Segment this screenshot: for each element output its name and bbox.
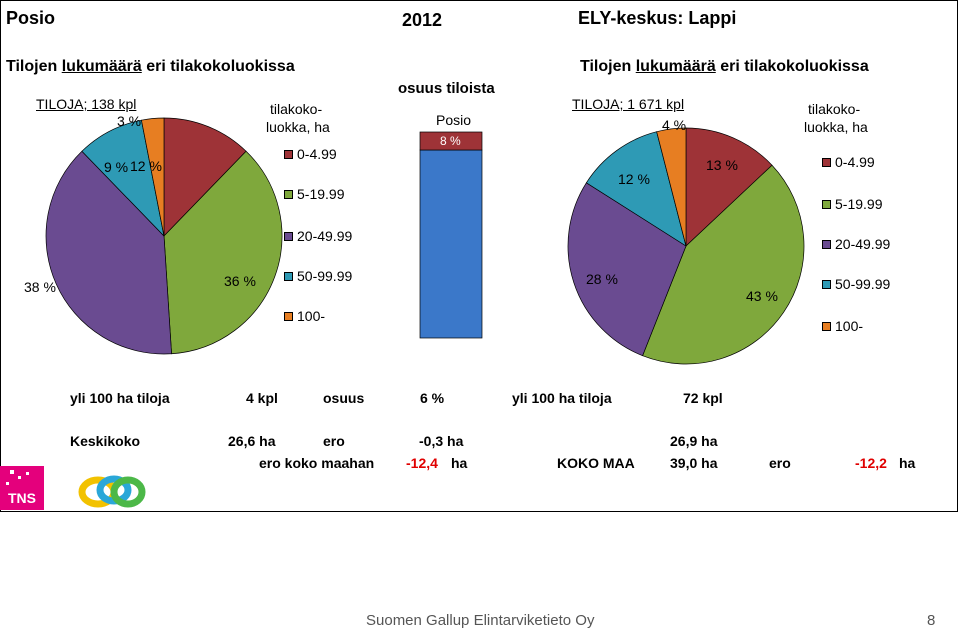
tns-logo: TNS <box>0 466 44 510</box>
left-pie-label-50-99.99: 9 % <box>104 159 128 175</box>
right-legend-swatch <box>822 279 831 289</box>
right-legend-title: tilakoko-luokka, ha <box>804 101 868 135</box>
left-pie-label-5-19.99: 36 % <box>224 273 256 289</box>
ero-koko-maahan-label: ero koko maahan <box>259 455 375 471</box>
osuus-value: 6 % <box>420 390 445 406</box>
koko-maa-label: KOKO MAA <box>557 455 635 471</box>
middle-bar-chart: 8 % <box>419 131 483 339</box>
left-chart-subtitle: TILOJA; 138 kpl <box>36 96 137 112</box>
left-legend-item-20-49.99: 20-49.99 <box>284 228 352 244</box>
right-legend-label: 0-4.99 <box>835 154 875 170</box>
right-chart-title: Tilojen lukumäärä eri tilakokoluokissa <box>580 58 869 75</box>
yli-100-right-label: yli 100 ha tiloja <box>512 390 612 406</box>
left-pie-chart: 12 % 36 % 38 % 9 % 3 % <box>24 113 283 355</box>
ero2-unit: ha <box>899 455 916 471</box>
right-chart-subtitle: TILOJA; 1 671 kpl <box>572 96 685 112</box>
keskikoko-value: 26,6 ha <box>228 433 276 449</box>
right-pie-label-20-49.99: 28 % <box>586 271 618 287</box>
osuus-label: osuus <box>323 390 365 406</box>
left-pie-label-20-49.99: 38 % <box>24 279 56 295</box>
bar-label: 8 % <box>440 134 461 148</box>
yli-100-value: 4 kpl <box>246 390 278 406</box>
left-legend-item-50-99.99: 50-99.99 <box>284 268 352 284</box>
yli-100-right-value: 72 kpl <box>683 390 723 406</box>
left-legend-label: 20-49.99 <box>297 228 353 244</box>
right-legend-item-20-49.99: 20-49.99 <box>822 236 890 252</box>
right-legend-swatch <box>822 157 831 167</box>
footer-page-number: 8 <box>927 612 936 629</box>
header-region: ELY-keskus: Lappi <box>578 8 737 28</box>
ero2-label: ero <box>769 455 791 471</box>
right-legend-label: 50-99.99 <box>835 276 891 292</box>
left-legend-swatch <box>284 231 293 241</box>
ero2-value: -12,2 <box>855 455 887 471</box>
bar-posio-share <box>419 131 483 151</box>
right-legend-swatch <box>822 321 831 331</box>
header-left: Posio <box>6 8 56 28</box>
left-pie-label-0-4.99: 12 % <box>130 158 162 174</box>
ero-koko-maahan-value: -12,4 <box>406 455 438 471</box>
left-legend-item-5-19.99: 5-19.99 <box>284 186 344 202</box>
right-pie-slice-5-19.99 <box>642 164 805 365</box>
right-pie-label-0-4.99: 13 % <box>706 157 738 173</box>
right-legend-item-5-19.99: 5-19.99 <box>822 196 882 212</box>
bar-remainder <box>419 149 483 339</box>
left-pie-slice-5-19.99 <box>163 150 283 355</box>
slide-frame <box>0 0 958 512</box>
middle-title: osuus tiloista <box>398 80 495 97</box>
left-legend-item-100-: 100- <box>284 308 325 324</box>
right-legend-label: 20-49.99 <box>835 236 891 252</box>
header-year: 2012 <box>402 10 443 30</box>
keskikoko-label: Keskikoko <box>70 433 141 449</box>
right-legend-item-100-: 100- <box>822 318 863 334</box>
right-pie-label-5-19.99: 43 % <box>746 288 778 304</box>
left-pie-label-100-: 3 % <box>117 113 141 129</box>
left-legend-label: 5-19.99 <box>297 186 345 202</box>
left-legend-label: 0-4.99 <box>297 146 337 162</box>
ero-value: -0,3 ha <box>419 433 464 449</box>
right-legend-item-0-4.99: 0-4.99 <box>822 154 875 170</box>
left-legend-item-0-4.99: 0-4.99 <box>284 146 337 162</box>
middle-sublabel: Posio <box>436 112 472 128</box>
right-pie-slice-50-99.99 <box>585 131 687 247</box>
left-pie-slice-20-49.99 <box>45 150 172 355</box>
footer-company: Suomen Gallup Elintarviketieto Oy <box>366 612 595 629</box>
ero-label: ero <box>323 433 345 449</box>
right-pie-slice-0-4.99 <box>685 127 773 247</box>
left-pie-slice-0-4.99 <box>163 117 247 237</box>
right-keskikoko-value: 26,9 ha <box>670 433 718 449</box>
right-legend-swatch <box>822 199 831 209</box>
right-pie-label-50-99.99: 12 % <box>618 171 650 187</box>
ero-koko-maahan-unit: ha <box>451 455 468 471</box>
left-legend-swatch <box>284 189 293 199</box>
right-legend-swatch <box>822 239 831 249</box>
right-pie-chart: 13 % 43 % 28 % 12 % 4 % <box>567 117 805 365</box>
left-legend-swatch <box>284 271 293 281</box>
koko-maa-value: 39,0 ha <box>670 455 718 471</box>
right-pie-slice-20-49.99 <box>567 182 687 357</box>
left-pie-slice-100- <box>141 117 165 237</box>
right-pie-label-100-: 4 % <box>662 117 686 133</box>
left-legend-label: 50-99.99 <box>297 268 353 284</box>
left-legend-title: tilakoko-luokka, ha <box>266 101 330 135</box>
left-legend-swatch <box>284 311 293 321</box>
gallup-logo-icon <box>78 475 146 508</box>
right-pie-slice-100- <box>656 127 687 247</box>
yli-100-label: yli 100 ha tiloja <box>70 390 170 406</box>
right-legend-label: 100- <box>835 318 864 334</box>
left-legend-swatch <box>284 149 293 159</box>
left-legend-label: 100- <box>297 308 326 324</box>
right-legend-item-50-99.99: 50-99.99 <box>822 276 890 292</box>
left-chart-title: Tilojen lukumäärä eri tilakokoluokissa <box>6 58 295 75</box>
right-legend-label: 5-19.99 <box>835 196 883 212</box>
